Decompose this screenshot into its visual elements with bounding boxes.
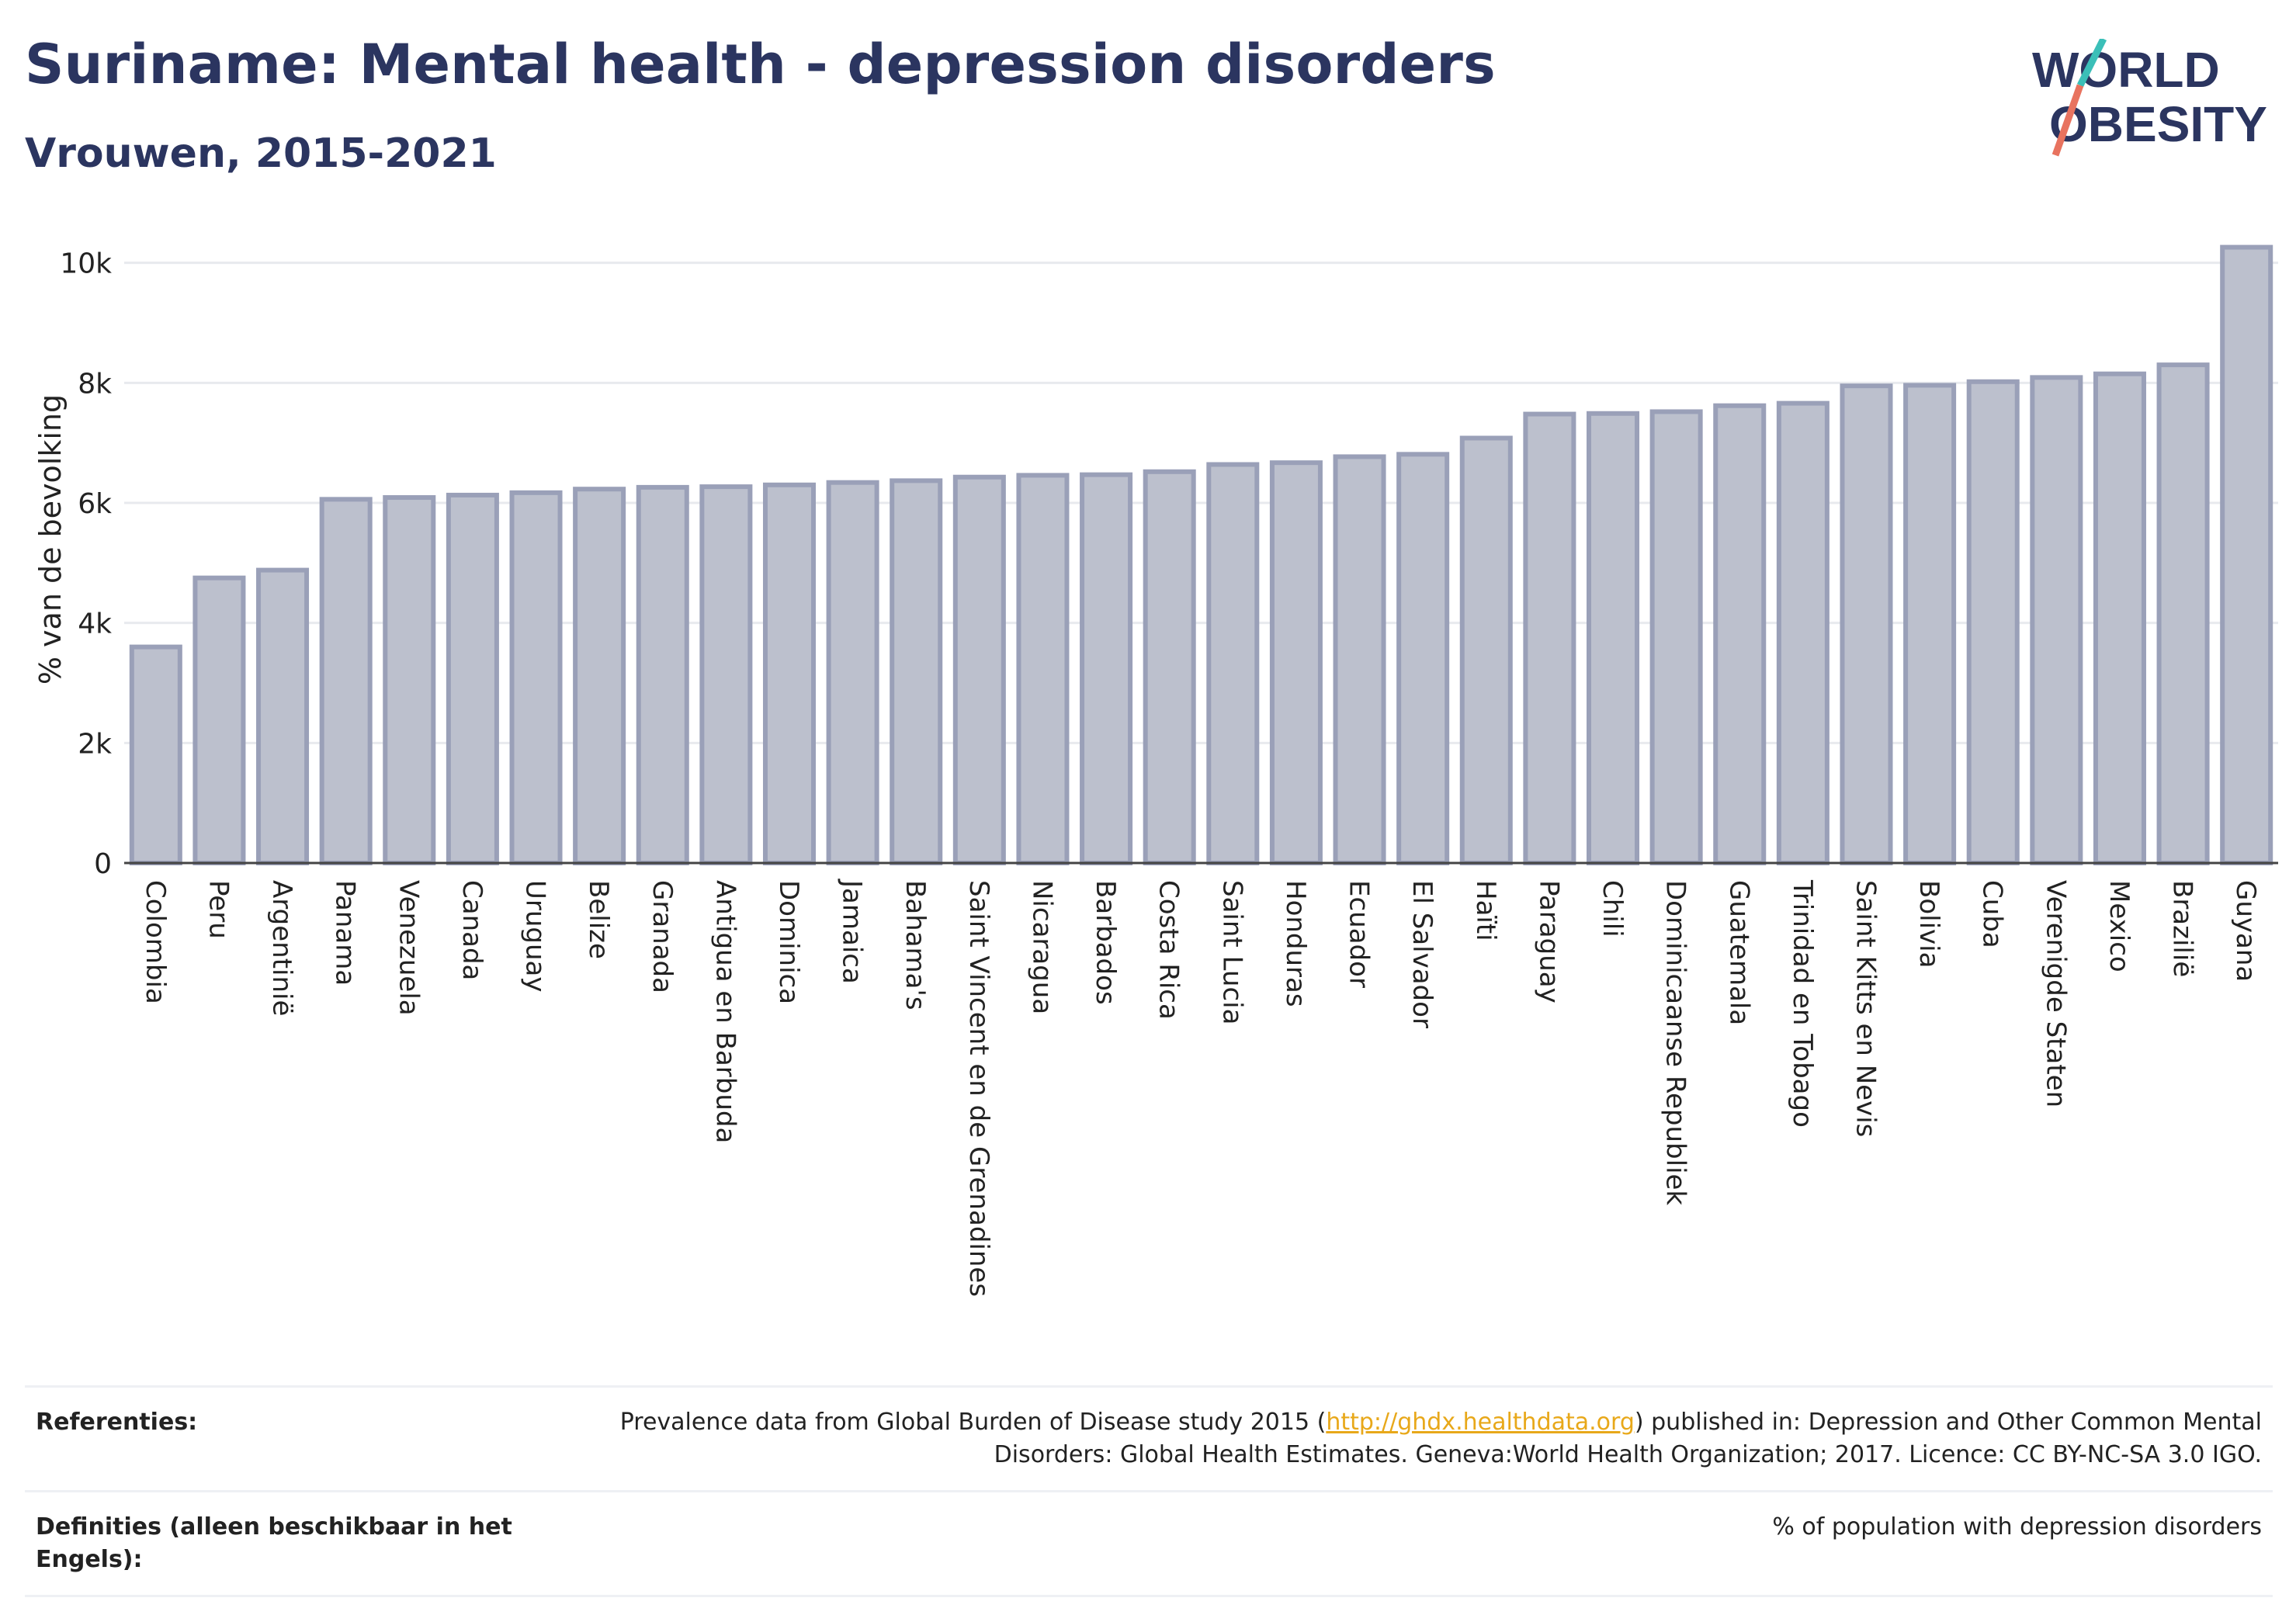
bar[interactable] [699,484,753,865]
bar[interactable] [762,482,816,865]
x-tick-label: Venezuela [393,880,424,1016]
x-tick-label: Cuba [1977,880,2008,948]
logo-slash-teal [2076,39,2107,88]
references-table: Referenties: Prevalence data from Global… [25,1385,2273,1597]
bar[interactable] [1840,383,1893,865]
bar[interactable] [1016,473,1070,865]
x-tick-label: Nicaragua [1026,880,1057,1014]
references-row: Referenties: Prevalence data from Global… [25,1385,2273,1490]
bar[interactable] [1269,460,1323,866]
references-link[interactable]: http://ghdx.healthdata.org [1326,1409,1635,1436]
bar[interactable] [1966,379,2020,865]
bar[interactable] [573,487,626,865]
bar[interactable] [1333,454,1386,866]
bar[interactable] [319,497,373,865]
y-tick-label: 0 [94,848,112,880]
bar[interactable] [890,478,943,865]
bar[interactable] [446,492,499,865]
logo-line1: WORLD [2032,42,2220,98]
x-tick-label: Costa Rica [1153,880,1184,1020]
bar[interactable] [1459,435,1513,866]
bar-chart: % van de bevolking 0 2k 4k 6k 8k 10k Colombia… [33,244,2278,1297]
bar[interactable] [1523,411,1576,865]
x-tick-label: Uruguay [520,880,551,993]
bar[interactable] [2030,375,2083,865]
bar[interactable] [1143,469,1196,865]
x-tick-label: Trinidad en Tobago [1787,879,1818,1128]
x-tick-label: Chili [1597,880,1628,938]
references-text-before: Prevalence data from Global Burden of Di… [619,1409,1327,1436]
x-tick-label: Antigua en Barbuda [709,880,740,1143]
x-tick-label: Saint Lucia [1216,880,1247,1024]
y-tick-label: 6k [78,488,112,520]
x-tick-label: Dominicaanse Republiek [1660,880,1691,1205]
x-tick-label: Guyana [2230,880,2261,982]
bar[interactable] [952,474,1006,865]
x-tick-label: Mexico [2104,880,2135,972]
references-label: Referenties: [36,1409,198,1436]
bar[interactable] [509,490,563,865]
x-tick-label: Jamaica [837,879,868,984]
references-text-after: ) published in: Depression and Other Com… [994,1409,2262,1468]
world-obesity-logo: WORLD OBESITY [2032,39,2267,157]
x-tick-label: Verenigde Staten [2040,880,2071,1107]
x-tick-label: Honduras [1280,880,1311,1007]
definitions-label: Definities (alleen beschikbaar in het En… [36,1513,512,1573]
definitions-text: % of population with depression disorder… [1772,1513,2262,1541]
y-tick-label: 4k [78,608,112,640]
references-text: Prevalence data from Global Burden of Di… [593,1406,2262,1471]
x-tick-label: Bahama's [900,880,931,1010]
bar[interactable] [2156,362,2210,865]
x-tick-label: Panama [330,880,361,986]
y-tick-label: 8k [78,368,112,400]
y-tick-label: 2k [78,728,112,760]
bar[interactable] [1649,409,1703,866]
bar[interactable] [1396,452,1450,865]
x-tick-label: El Salvador [1406,880,1438,1028]
x-tick-label: Bolivia [1913,880,1944,968]
bar[interactable] [1776,400,1830,866]
x-tick-label: Colombia [140,880,171,1004]
x-tick-label: Brazilië [2167,880,2198,977]
bar[interactable] [1080,472,1133,865]
bar[interactable] [1903,383,1957,865]
x-tick-label: Haïti [1470,880,1501,941]
bar[interactable] [1206,462,1260,865]
x-tick-label: Granada [647,880,678,993]
chart-subtitle: Vrouwen, 2015-2021 [25,130,497,177]
logo-slash-coral [2051,84,2084,157]
x-tick-label: Saint Kitts en Nevis [1850,880,1881,1137]
bar[interactable] [2093,371,2146,865]
x-tick-label: Dominica [773,880,804,1004]
bar[interactable] [383,495,436,865]
logo-line2: OBESITY [2049,96,2267,152]
x-tick-labels: Colombia Peru Argentinië Panama Venezuela Can… [140,879,2261,1297]
bar[interactable] [826,480,879,865]
x-tick-label: Argentinië [266,880,297,1016]
x-tick-label: Guatemala [1723,880,1754,1025]
bar[interactable] [256,567,310,865]
bar[interactable] [2220,244,2273,865]
y-tick-labels: 0 2k 4k 6k 8k 10k [60,248,112,880]
bar[interactable] [1587,411,1640,866]
y-axis-label: % van de bevolking [33,394,68,684]
bar[interactable] [129,644,182,865]
bar[interactable] [636,484,689,865]
bar[interactable] [192,575,246,865]
chart-title: Suriname: Mental health - depression dis… [25,33,1496,96]
x-tick-label: Paraguay [1533,880,1564,1003]
y-tick-label: 10k [60,248,112,280]
x-tick-label: Canada [456,880,487,980]
x-tick-label: Ecuador [1344,880,1375,988]
definitions-row: Definities (alleen beschikbaar in het En… [25,1490,2273,1597]
bars [129,244,2273,866]
x-tick-label: Barbados [1090,880,1121,1005]
x-tick-label: Belize [583,880,614,959]
x-tick-label: Peru [203,880,234,939]
x-tick-label: Saint Vincent en de Grenadines [963,880,994,1297]
bar[interactable] [1713,403,1767,866]
